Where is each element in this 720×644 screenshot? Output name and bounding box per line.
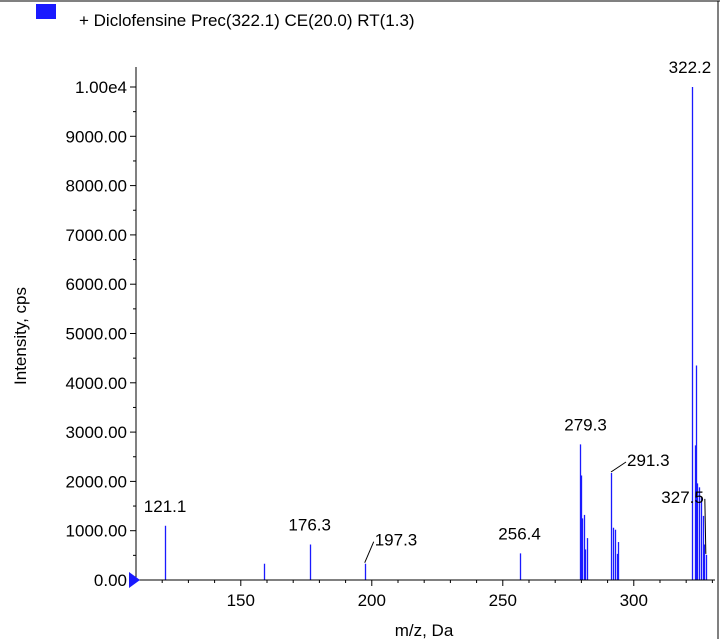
- x-axis-ticks: 150 200 250 300: [161, 580, 713, 610]
- peak-label-leader: [364, 541, 375, 563]
- peak-label: 256.4: [498, 524, 541, 543]
- x-tick-label: 300: [620, 591, 648, 610]
- peak-labels: 121.1 176.3 197.3 256.4 279.3 291.3 322.2 327.5: [144, 58, 711, 563]
- peak-label: 322.2: [669, 58, 712, 77]
- y-tick-label: 1000.00: [66, 522, 127, 541]
- y-tick-label: 6000.00: [66, 275, 127, 294]
- y-tick-label: 9000.00: [66, 127, 127, 146]
- peak-label: 197.3: [375, 531, 418, 550]
- y-tick-label: 2000.00: [66, 472, 127, 491]
- y-tick-label: 4000.00: [66, 374, 127, 393]
- legend-label: + Diclofensine Prec(322.1) CE(20.0) RT(1…: [79, 11, 415, 30]
- peak-label: 279.3: [564, 415, 607, 434]
- x-axis-title: m/z, Da: [395, 621, 454, 639]
- legend: + Diclofensine Prec(322.1) CE(20.0) RT(1…: [36, 4, 415, 30]
- peak-label: 121.1: [144, 497, 187, 516]
- x-tick-label: 150: [227, 591, 255, 610]
- y-axis-ticks: 0.00 1000.00 2000.00 3000.00 4000.00 5000.00 6…: [66, 78, 136, 590]
- peak-label-leader: [610, 461, 627, 473]
- peak-label: 327.5: [661, 488, 704, 507]
- peak-label: 176.3: [288, 516, 331, 535]
- y-tick-label: 1.00e4: [75, 78, 127, 97]
- legend-swatch: [36, 4, 56, 19]
- y-tick-label: 0.00: [94, 571, 127, 590]
- y-tick-label: 3000.00: [66, 423, 127, 442]
- y-tick-label: 5000.00: [66, 325, 127, 344]
- y-tick-label: 7000.00: [66, 226, 127, 245]
- spectrum-bars: [164, 87, 708, 580]
- x-tick-label: 250: [489, 591, 517, 610]
- y-axis-title: Intensity, cps: [11, 287, 30, 385]
- x-tick-label: 200: [358, 591, 386, 610]
- peak-label-leader: [704, 498, 707, 554]
- peak-label: 291.3: [627, 451, 670, 470]
- baseline-marker-icon: [129, 572, 140, 588]
- y-tick-label: 8000.00: [66, 177, 127, 196]
